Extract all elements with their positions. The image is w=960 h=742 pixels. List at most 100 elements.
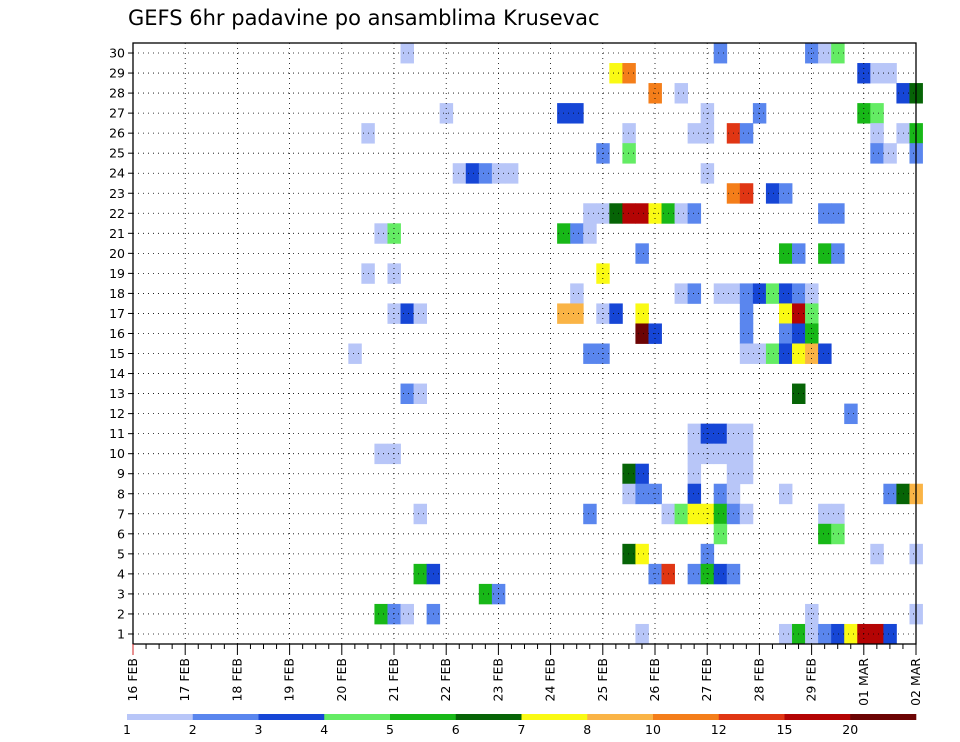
heatmap-cell bbox=[452, 163, 467, 184]
heatmap-cell bbox=[583, 223, 597, 244]
heatmap-cell bbox=[674, 203, 689, 224]
heatmap-cell bbox=[504, 163, 519, 184]
heatmap-cell bbox=[622, 203, 636, 224]
legend-swatch bbox=[718, 714, 785, 720]
heatmap-cell bbox=[622, 143, 636, 164]
x-tick-label: 28 FEB bbox=[751, 658, 766, 702]
heatmap-cell bbox=[687, 423, 702, 445]
legend-label: 1 bbox=[123, 722, 131, 737]
heatmap-cell bbox=[687, 203, 702, 224]
heatmap-cell bbox=[635, 243, 649, 264]
heatmap-cell bbox=[818, 623, 832, 645]
heatmap-cell bbox=[400, 383, 414, 404]
heatmap-cell bbox=[831, 243, 845, 264]
heatmap-cell bbox=[374, 443, 388, 465]
heatmap-cell bbox=[700, 563, 715, 585]
heatmap-cell bbox=[778, 623, 793, 645]
heatmap-cell bbox=[883, 143, 897, 164]
y-tick-label: 11 bbox=[109, 426, 125, 441]
x-tick-label: 21 FEB bbox=[386, 658, 401, 702]
legend-swatch bbox=[258, 714, 325, 720]
heatmap-cell bbox=[765, 183, 780, 204]
y-tick-label: 19 bbox=[109, 266, 125, 281]
legend-swatch bbox=[784, 714, 851, 720]
heatmap-cell bbox=[831, 43, 845, 64]
heatmap-cell bbox=[635, 463, 649, 485]
x-tick-label: 25 FEB bbox=[595, 658, 610, 702]
heatmap-cell bbox=[674, 283, 689, 304]
heatmap-cell bbox=[778, 183, 793, 204]
heatmap-cell bbox=[609, 303, 623, 324]
y-tick-label: 24 bbox=[109, 166, 125, 181]
heatmap-cell bbox=[700, 543, 715, 565]
heatmap-cell bbox=[622, 543, 636, 565]
legend-label: 12 bbox=[711, 722, 727, 737]
x-tick-label: 26 FEB bbox=[647, 658, 662, 702]
heatmap-cell bbox=[713, 523, 728, 545]
x-tick-label: 27 FEB bbox=[699, 658, 714, 702]
y-tick-label: 14 bbox=[109, 366, 125, 381]
y-tick-label: 6 bbox=[117, 526, 125, 541]
heatmap-cell bbox=[687, 503, 702, 525]
heatmap-cell bbox=[635, 483, 649, 505]
heatmap-cell bbox=[635, 303, 649, 324]
heatmap-cell bbox=[765, 283, 780, 304]
y-tick-label: 30 bbox=[109, 46, 125, 61]
legend-label: 2 bbox=[189, 722, 197, 737]
y-tick-label: 13 bbox=[109, 386, 125, 401]
heatmap-cell bbox=[413, 503, 428, 525]
heatmap-cell bbox=[831, 523, 845, 545]
heatmap-cell bbox=[831, 503, 845, 525]
legend-label: 7 bbox=[518, 722, 526, 737]
y-tick-label: 10 bbox=[109, 446, 125, 461]
heatmap-cell bbox=[739, 123, 754, 144]
heatmap-cell bbox=[635, 623, 649, 645]
x-tick-label: 01 MAR bbox=[856, 658, 871, 706]
y-tick-label: 12 bbox=[109, 406, 125, 421]
heatmap-cell bbox=[465, 163, 480, 184]
heatmap-cell bbox=[622, 123, 636, 144]
x-tick-label: 23 FEB bbox=[490, 658, 505, 702]
x-tick-label: 19 FEB bbox=[282, 658, 297, 702]
heatmap-cell bbox=[687, 463, 702, 485]
heatmap-cell bbox=[805, 603, 819, 625]
heatmap-cell bbox=[778, 483, 793, 505]
x-tick-label: 22 FEB bbox=[438, 658, 453, 702]
heatmap-cell bbox=[739, 323, 754, 344]
heatmap-cell bbox=[818, 203, 832, 224]
heatmap-cell bbox=[765, 343, 780, 364]
x-tick-label: 18 FEB bbox=[229, 658, 244, 702]
heatmap-cell bbox=[570, 283, 584, 304]
y-tick-label: 17 bbox=[109, 306, 125, 321]
heatmap-cell bbox=[870, 543, 884, 565]
heatmap-cell bbox=[883, 63, 897, 84]
y-tick-label: 18 bbox=[109, 286, 125, 301]
chart-title: GEFS 6hr padavine po ansamblima Krusevac bbox=[128, 6, 600, 30]
heatmap-cell bbox=[713, 443, 728, 465]
heatmap-cell bbox=[818, 243, 832, 264]
heatmap-cell bbox=[818, 523, 832, 545]
heatmap-cell bbox=[778, 343, 793, 364]
legend-label: 20 bbox=[842, 722, 858, 737]
heatmap-cell bbox=[583, 503, 597, 525]
y-tick-label: 5 bbox=[117, 546, 125, 561]
heatmap-cell bbox=[739, 503, 754, 525]
legend-label: 5 bbox=[386, 722, 394, 737]
heatmap-cell bbox=[739, 463, 754, 485]
x-tick-label: 24 FEB bbox=[543, 658, 558, 702]
x-tick-label: 02 MAR bbox=[908, 658, 923, 706]
y-tick-label: 22 bbox=[109, 206, 125, 221]
heatmap-cell bbox=[478, 583, 493, 605]
y-tick-label: 25 bbox=[109, 146, 125, 161]
y-tick-label: 28 bbox=[109, 86, 125, 101]
legend-swatch bbox=[324, 714, 391, 720]
heatmap-cell bbox=[609, 63, 623, 84]
y-tick-label: 15 bbox=[109, 346, 125, 361]
legend-swatch bbox=[653, 714, 720, 720]
heatmap-cell bbox=[674, 503, 689, 525]
heatmap-cell bbox=[622, 463, 636, 485]
y-tick-label: 16 bbox=[109, 326, 125, 341]
heatmap-cell bbox=[713, 563, 728, 585]
heatmap-cell bbox=[818, 43, 832, 64]
heatmap-cell bbox=[374, 223, 388, 244]
